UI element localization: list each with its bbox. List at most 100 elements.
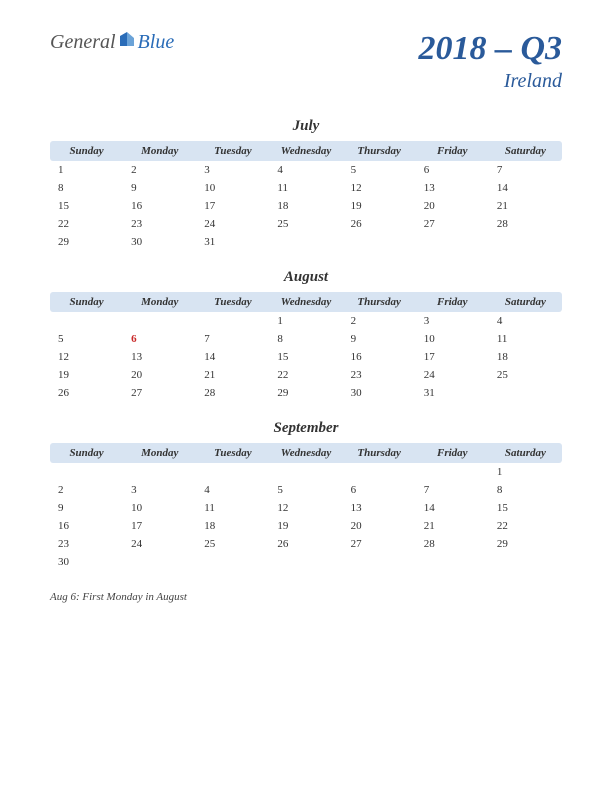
- calendar-day-cell: 12: [50, 348, 123, 366]
- calendar-day-cell: 18: [269, 197, 342, 215]
- calendar-day-cell: 11: [489, 330, 562, 348]
- calendar-day-cell: 11: [196, 499, 269, 517]
- calendar-week-row: 23242526272829: [50, 535, 562, 553]
- calendar-day-cell: 12: [343, 179, 416, 197]
- calendar-empty-cell: [343, 233, 416, 251]
- month-title: July: [50, 118, 562, 135]
- calendar-day-cell: 9: [343, 330, 416, 348]
- calendar-day-cell: 3: [196, 161, 269, 179]
- weekday-header-cell: Thursday: [343, 443, 416, 463]
- calendar-empty-cell: [343, 463, 416, 481]
- calendar-day-cell: 6: [343, 481, 416, 499]
- calendar-day-cell: 17: [416, 348, 489, 366]
- calendar-empty-cell: [123, 463, 196, 481]
- calendar-container: JulySundayMondayTuesdayWednesdayThursday…: [50, 118, 562, 571]
- calendar-empty-cell: [196, 312, 269, 330]
- calendar-day-cell: 26: [343, 215, 416, 233]
- calendar-day-cell: 16: [50, 517, 123, 535]
- weekday-header-cell: Tuesday: [196, 292, 269, 312]
- calendar-day-cell: 22: [269, 366, 342, 384]
- calendar-day-cell: 18: [489, 348, 562, 366]
- calendar-day-cell: 2: [123, 161, 196, 179]
- calendar-day-cell: 20: [123, 366, 196, 384]
- calendar-week-row: 567891011: [50, 330, 562, 348]
- calendar-empty-cell: [196, 553, 269, 571]
- calendar-empty-cell: [489, 553, 562, 571]
- calendar-day-cell: 30: [123, 233, 196, 251]
- month-block: July SundayMondayTuesdayWednesdayThursday…: [50, 118, 562, 251]
- calendar-week-row: 1234: [50, 312, 562, 330]
- calendar-day-cell: 3: [123, 481, 196, 499]
- calendar-empty-cell: [196, 463, 269, 481]
- calendar-week-row: 12131415161718: [50, 348, 562, 366]
- weekday-header-cell: Saturday: [489, 292, 562, 312]
- calendar-empty-cell: [50, 312, 123, 330]
- calendar-day-cell: 1: [269, 312, 342, 330]
- weekday-header-cell: Wednesday: [269, 292, 342, 312]
- calendar-empty-cell: [489, 233, 562, 251]
- weekday-header-cell: Saturday: [489, 443, 562, 463]
- calendar-day-cell: 31: [416, 384, 489, 402]
- calendar-day-cell: 30: [343, 384, 416, 402]
- calendar-day-cell: 14: [196, 348, 269, 366]
- calendar-day-cell: 20: [416, 197, 489, 215]
- calendar-day-cell: 28: [416, 535, 489, 553]
- calendar-day-cell: 4: [269, 161, 342, 179]
- calendar-week-row: 9101112131415: [50, 499, 562, 517]
- calendar-day-cell: 14: [489, 179, 562, 197]
- weekday-header-cell: Thursday: [343, 141, 416, 161]
- calendar-empty-cell: [416, 463, 489, 481]
- calendar-day-cell: 29: [269, 384, 342, 402]
- calendar-day-cell: 9: [123, 179, 196, 197]
- calendar-day-cell: 17: [196, 197, 269, 215]
- calendar-day-cell: 6: [416, 161, 489, 179]
- calendar-day-cell: 5: [343, 161, 416, 179]
- calendar-day-cell: 25: [489, 366, 562, 384]
- calendar-day-cell: 14: [416, 499, 489, 517]
- calendar-day-cell: 24: [196, 215, 269, 233]
- country-name: Ireland: [418, 70, 562, 93]
- calendar-day-cell: 26: [50, 384, 123, 402]
- calendar-day-cell: 13: [343, 499, 416, 517]
- calendar-day-cell: 15: [269, 348, 342, 366]
- calendar-day-cell: 22: [50, 215, 123, 233]
- weekday-header-cell: Saturday: [489, 141, 562, 161]
- calendar-day-cell: 12: [269, 499, 342, 517]
- calendar-week-row: 2345678: [50, 481, 562, 499]
- calendar-week-row: 1: [50, 463, 562, 481]
- weekday-header-row: SundayMondayTuesdayWednesdayThursdayFrid…: [50, 141, 562, 161]
- calendar-day-cell: 24: [416, 366, 489, 384]
- month-block: SeptemberSundayMondayTuesdayWednesdayThu…: [50, 420, 562, 571]
- calendar-day-cell: 28: [489, 215, 562, 233]
- calendar-day-cell: 16: [123, 197, 196, 215]
- weekday-header-cell: Monday: [123, 443, 196, 463]
- logo-text-blue: Blue: [138, 31, 175, 54]
- calendar-empty-cell: [269, 463, 342, 481]
- calendar-week-row: 262728293031: [50, 384, 562, 402]
- calendar-day-cell: 16: [343, 348, 416, 366]
- weekday-header-row: SundayMondayTuesdayWednesdayThursdayFrid…: [50, 443, 562, 463]
- calendar-week-row: 30: [50, 553, 562, 571]
- weekday-header-cell: Monday: [123, 292, 196, 312]
- calendar-day-cell: 27: [343, 535, 416, 553]
- calendar-day-cell: 8: [269, 330, 342, 348]
- calendar-day-cell: 23: [343, 366, 416, 384]
- calendar-day-cell: 17: [123, 517, 196, 535]
- calendar-empty-cell: [416, 233, 489, 251]
- calendar-day-cell: 7: [489, 161, 562, 179]
- weekday-header-cell: Wednesday: [269, 141, 342, 161]
- logo-text-general: General: [50, 31, 116, 54]
- calendar-day-cell: 11: [269, 179, 342, 197]
- calendar-day-cell: 25: [269, 215, 342, 233]
- calendar-day-cell: 25: [196, 535, 269, 553]
- calendar-day-cell: 2: [50, 481, 123, 499]
- calendar-day-cell: 23: [50, 535, 123, 553]
- calendar-week-row: 19202122232425: [50, 366, 562, 384]
- weekday-header-cell: Monday: [123, 141, 196, 161]
- weekday-header-cell: Sunday: [50, 292, 123, 312]
- calendar-day-cell: 10: [196, 179, 269, 197]
- calendar-week-row: 1234567: [50, 161, 562, 179]
- calendar-day-cell: 6: [123, 330, 196, 348]
- calendar-day-cell: 29: [50, 233, 123, 251]
- weekday-header-cell: Thursday: [343, 292, 416, 312]
